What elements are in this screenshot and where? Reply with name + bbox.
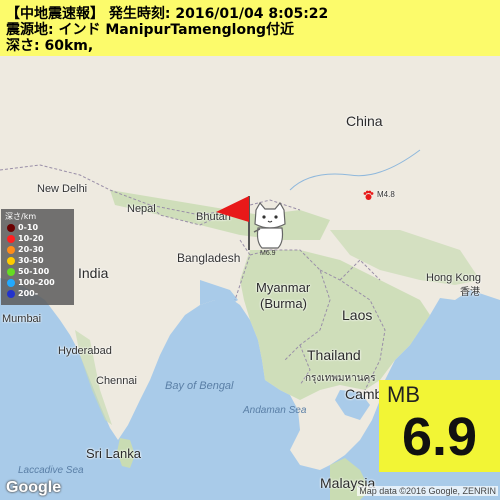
legend-item-6: 200- — [7, 289, 38, 300]
label-hong-kong: Hong Kong — [426, 272, 482, 284]
magnitude-value: 6.9 — [401, 407, 478, 467]
legend-item-3: 30-50 — [7, 256, 44, 267]
label-myanmar: Myanmar — [256, 280, 311, 295]
vegetation-south-china — [330, 230, 480, 285]
label-nepal: Nepal — [127, 203, 156, 215]
label-hong-kong-cn: 香港 — [460, 287, 480, 298]
legend-title: 深さ/km — [5, 212, 37, 221]
vegetation-western-ghats — [75, 330, 112, 425]
legend-dot — [7, 245, 15, 254]
label-burma: (Burma) — [260, 296, 307, 311]
legend-item-4: 50-100 — [7, 267, 49, 278]
label-mumbai: Mumbai — [2, 313, 42, 325]
label-laccadive-sea: Laccadive Sea — [18, 465, 84, 476]
header-line-time: 【中地震速報】 発生時刻: 2016/01/04 8:05:22 — [6, 6, 329, 22]
vegetation-southeast-asia — [240, 250, 430, 400]
legend-item-2: 20-30 — [7, 245, 44, 256]
magnitude-type: MB — [387, 382, 420, 407]
paw-icon — [363, 188, 374, 200]
depth-legend: 深さ/km 0-10 10-20 20-30 30-50 50-100 100-… — [1, 209, 74, 305]
legend-dot — [7, 289, 15, 298]
label-andaman-sea: Andaman Sea — [243, 405, 307, 416]
map-attribution[interactable]: Map data ©2016 Google, ZENRIN — [357, 486, 498, 496]
label-bangladesh: Bangladesh — [177, 251, 241, 265]
header-line-epicenter: 震源地: インド ManipurTamenglong付近 — [6, 22, 295, 38]
bangladesh-coast — [200, 280, 238, 305]
flag-icon — [216, 196, 250, 250]
label-cambodia: Camb — [345, 386, 383, 402]
label-bhutan: Bhutan — [196, 211, 231, 223]
cat-mascot-icon — [253, 202, 286, 249]
quake-label-main: M6.9 — [260, 250, 276, 257]
label-laos: Laos — [342, 307, 373, 323]
label-sri-lanka: Sri Lanka — [86, 446, 141, 461]
label-india: India — [78, 265, 109, 281]
label-hyderabad: Hyderabad — [58, 345, 112, 357]
label-china: China — [346, 113, 383, 129]
magnitude-box: MB 6.9 — [379, 380, 500, 472]
legend-item-5: 100-200 — [7, 278, 55, 289]
legend-dot — [7, 256, 15, 265]
label-bangkok: กรุงเทพมหานคร — [305, 373, 376, 384]
quake-marker-main[interactable]: M6.9 — [214, 192, 294, 262]
legend-dot — [7, 267, 15, 276]
legend-dot — [7, 234, 15, 243]
google-logo[interactable]: Google — [6, 479, 62, 496]
legend-item-0: 0-10 — [7, 223, 38, 234]
river — [289, 149, 421, 191]
label-bay-of-bengal: Bay of Bengal — [165, 380, 234, 392]
label-thailand: Thailand — [307, 347, 361, 363]
header-banner: 【中地震速報】 発生時刻: 2016/01/04 8:05:22 震源地: イン… — [0, 0, 500, 56]
label-chennai: Chennai — [96, 375, 137, 387]
quake-label-secondary: M4.8 — [377, 190, 395, 199]
label-new-delhi: New Delhi — [37, 183, 88, 195]
legend-item-1: 10-20 — [7, 234, 44, 245]
header-line-depth: 深さ: 60km, — [6, 38, 94, 54]
landmass-sri-lanka — [117, 438, 135, 468]
legend-dot — [7, 278, 15, 287]
gulf-of-thailand — [335, 390, 370, 420]
legend-dot — [7, 223, 15, 232]
